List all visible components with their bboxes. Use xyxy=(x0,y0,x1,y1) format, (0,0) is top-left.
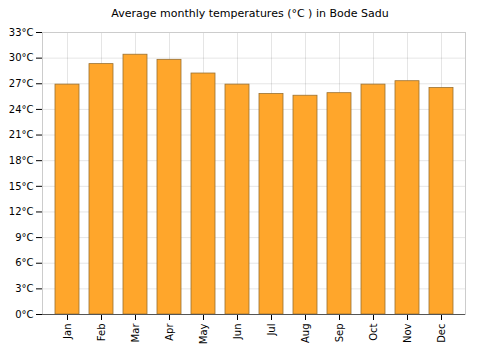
svg-text:Mar: Mar xyxy=(130,323,141,343)
svg-text:21°C: 21°C xyxy=(9,129,34,140)
svg-text:12°C: 12°C xyxy=(9,206,34,217)
svg-text:Feb: Feb xyxy=(96,324,107,342)
svg-text:Jul: Jul xyxy=(266,324,277,337)
svg-text:Apr: Apr xyxy=(164,323,175,341)
svg-text:Sep: Sep xyxy=(334,324,345,343)
svg-text:Jun: Jun xyxy=(232,324,243,341)
svg-text:15°C: 15°C xyxy=(9,181,34,192)
svg-text:18°C: 18°C xyxy=(9,155,34,166)
svg-text:Nov: Nov xyxy=(402,323,413,343)
html-text:Average monthly temperatures (: Average monthly temperatures (°C ) in Bo… xyxy=(111,7,389,20)
svg-text:Aug: Aug xyxy=(300,324,311,344)
svg-text:Dec: Dec xyxy=(436,324,447,343)
svg-text:27°C: 27°C xyxy=(9,78,34,89)
svg-text:24°C: 24°C xyxy=(9,104,34,115)
svg-text:0°C: 0°C xyxy=(15,309,33,320)
svg-text:Jan: Jan xyxy=(62,324,73,340)
svg-text:33°C: 33°C xyxy=(9,27,34,38)
svg-text:Oct: Oct xyxy=(368,323,379,340)
svg-text:9°C: 9°C xyxy=(15,232,33,243)
svg-text:May: May xyxy=(198,323,209,344)
svg-text:6°C: 6°C xyxy=(15,257,33,268)
svg-text:3°C: 3°C xyxy=(15,283,33,294)
svg-text:30°C: 30°C xyxy=(9,52,34,63)
